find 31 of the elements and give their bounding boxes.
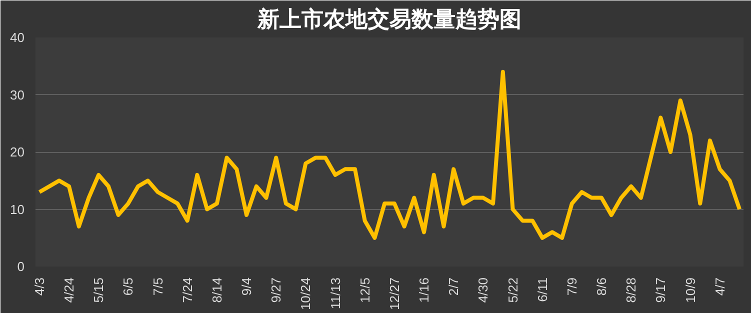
x-tick-label: 4/30 [476,277,491,303]
x-tick-label: 4/24 [62,277,77,303]
x-tick-label: 1/16 [416,277,432,303]
chart-title: 新上市农地交易数量趋势图 [256,6,522,32]
x-tick-label: 6/11 [534,277,550,302]
x-tick-label: 9/27 [268,277,284,303]
x-tick-label: 6/5 [120,277,136,296]
x-tick-label: 12/5 [357,277,372,303]
x-tick-label: 11/13 [328,277,343,310]
y-tick-label: 20 [10,144,25,160]
y-tick-label: 40 [10,30,25,45]
x-tick-label: 2/7 [446,277,462,296]
x-tick-label: 4/3 [32,277,47,296]
x-tick-label: 8/28 [624,277,639,303]
x-tick-label: 10/24 [298,277,314,310]
x-tick-label: 10/9 [682,277,698,303]
x-tick-label: 8/14 [209,277,224,303]
x-tick-label: 7/9 [564,277,580,296]
x-tick-label: 5/15 [91,277,106,303]
y-tick-label: 10 [10,202,25,217]
line-series [37,70,742,240]
y-tick-label: 0 [17,259,25,274]
y-tick-label: 30 [10,87,25,102]
x-tick-label: 7/5 [150,277,166,296]
x-tick-label: 9/17 [653,277,668,303]
x-tick-label: 8/6 [594,277,610,296]
x-tick-label: 7/24 [180,277,195,303]
x-tick-label: 12/27 [386,277,402,310]
x-tick-label: 9/4 [239,277,254,296]
x-tick-label: 5/22 [505,277,520,303]
x-tick-label: 4/7 [712,277,728,296]
